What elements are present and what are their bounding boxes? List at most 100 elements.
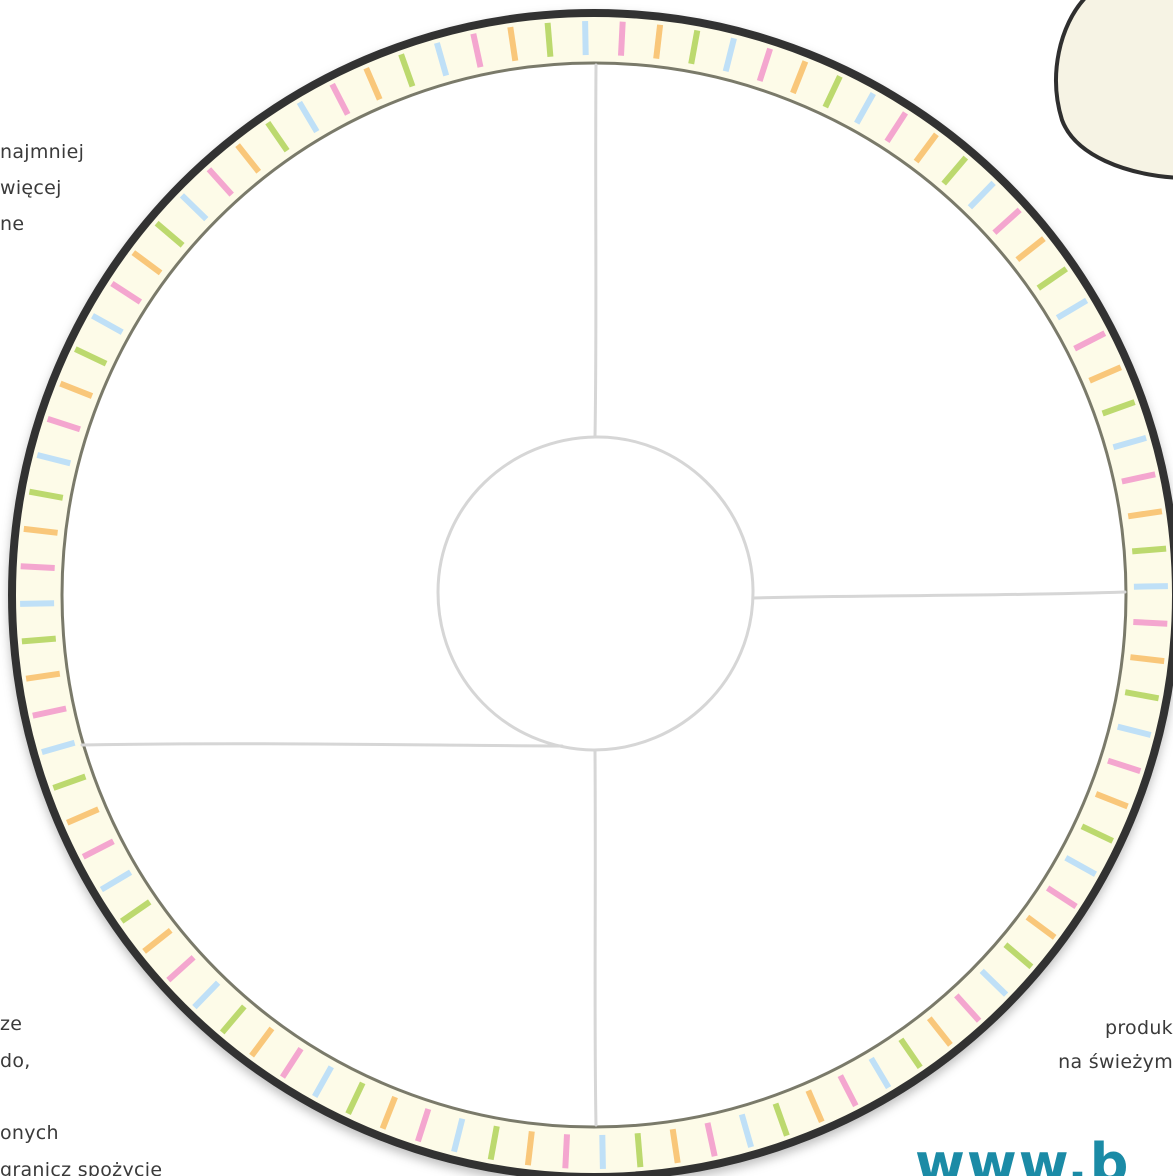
rim-stripe — [451, 1117, 466, 1153]
rim-stripe — [1094, 791, 1129, 810]
rim-stripe — [179, 193, 209, 222]
rim-stripe — [235, 143, 262, 174]
rim-stripe — [312, 1065, 334, 1098]
rim-stripe — [119, 899, 152, 924]
rim-stripe — [59, 380, 94, 399]
rim-stripe — [131, 250, 163, 276]
rim-stripe — [854, 92, 876, 125]
divider-top — [593, 63, 598, 439]
rim-stripe — [249, 1026, 275, 1058]
rim-stripe — [329, 82, 351, 116]
rim-stripe — [1045, 885, 1078, 910]
text-fragment-najmniej: najmniej — [0, 141, 85, 163]
rim-stripe — [967, 180, 996, 210]
rim-stripe — [415, 1108, 432, 1143]
rim-stripe — [206, 167, 234, 197]
rim-stripe — [20, 563, 55, 571]
rim-stripe — [1080, 823, 1114, 844]
rim-stripe — [822, 75, 843, 109]
rim-stripe — [884, 111, 909, 144]
rim-stripe — [1003, 942, 1034, 970]
rim-stripe — [634, 1132, 644, 1168]
rim-stripe — [166, 955, 196, 983]
rim-stripe — [1112, 435, 1147, 451]
rim-stripe — [790, 60, 809, 95]
text-fragment-produk: produk — [1105, 1017, 1173, 1039]
rim-stripe — [154, 220, 185, 248]
rim-stripe — [219, 1004, 247, 1035]
brand-logo-text[interactable]: www.b — [915, 1140, 1131, 1176]
rim-stripe — [1107, 757, 1142, 774]
rim-stripe — [898, 1037, 923, 1070]
rim-stripe — [379, 1095, 398, 1130]
rim-stripe — [941, 155, 969, 186]
rim-stripe — [1130, 654, 1165, 665]
rim-stripe — [25, 670, 61, 682]
rim-stripe — [398, 53, 416, 88]
rim-stripe — [868, 1056, 892, 1090]
rim-stripe — [1025, 914, 1057, 940]
rim-stripe — [470, 33, 484, 68]
text-fragment-na-swiezym: na świeżym — [1058, 1051, 1173, 1073]
rim-stripe — [1055, 297, 1089, 321]
rim-stripe — [66, 806, 100, 826]
rim-stripe — [142, 927, 173, 954]
rim-stripe — [23, 525, 58, 536]
rim-stripe — [1073, 330, 1107, 352]
rim-stripe — [669, 1128, 681, 1164]
rim-stripe — [46, 416, 81, 433]
rim-stripe — [99, 869, 133, 893]
rim-stripe — [524, 1131, 535, 1166]
rim-stripe — [1124, 689, 1160, 702]
text-fragment-do: do, — [0, 1050, 31, 1072]
rim-stripe — [1127, 508, 1163, 520]
rim-stripe — [363, 67, 383, 101]
rim-stripe — [1133, 583, 1168, 590]
rim-stripe — [992, 207, 1022, 235]
text-fragment-ze: ze — [0, 1013, 23, 1035]
text-fragment-ne: ne — [0, 213, 25, 235]
center-circle — [436, 435, 755, 752]
rim-stripe — [1133, 619, 1168, 627]
rim-stripe — [32, 705, 67, 719]
rim-stripe — [772, 1102, 790, 1137]
rim-stripe — [704, 1122, 718, 1157]
plate-inner-area — [60, 61, 1128, 1129]
rim-stripe — [41, 739, 76, 755]
rim-stripe — [265, 120, 290, 153]
divider-bottom — [593, 748, 598, 1127]
rim-stripe — [345, 1081, 366, 1115]
rim-stripe — [562, 1134, 570, 1169]
rim-stripe — [81, 838, 115, 860]
rim-stripe — [1088, 364, 1122, 384]
rim-stripe — [954, 993, 982, 1023]
rim-stripe — [434, 42, 450, 77]
rim-stripe — [618, 21, 626, 56]
rim-stripe — [91, 313, 124, 335]
rim-stripe — [1064, 855, 1097, 877]
rim-stripe — [296, 100, 320, 134]
rim-stripe — [599, 1134, 606, 1169]
plate-rim-stripes — [20, 21, 1168, 1169]
decorative-blob — [1040, 0, 1173, 200]
rim-stripe — [110, 280, 143, 305]
text-fragment-granicz: granicz spożycie — [0, 1159, 163, 1176]
rim-stripe — [74, 346, 108, 367]
rim-stripe — [1121, 471, 1156, 485]
rim-stripe — [979, 968, 1009, 997]
rim-stripe — [1116, 723, 1152, 738]
rim-stripe — [36, 452, 72, 467]
rim-stripe — [28, 488, 64, 501]
rim-stripe — [192, 980, 221, 1010]
rim-stripe — [1101, 399, 1136, 417]
rim-stripe — [507, 26, 519, 62]
rim-stripe — [544, 22, 554, 58]
rim-stripe — [837, 1074, 859, 1108]
rim-stripe — [52, 773, 87, 791]
rim-stripe — [913, 132, 939, 164]
text-fragment-onych: onych — [0, 1122, 59, 1144]
rim-stripe — [1131, 545, 1167, 555]
rim-stripe — [756, 47, 773, 82]
